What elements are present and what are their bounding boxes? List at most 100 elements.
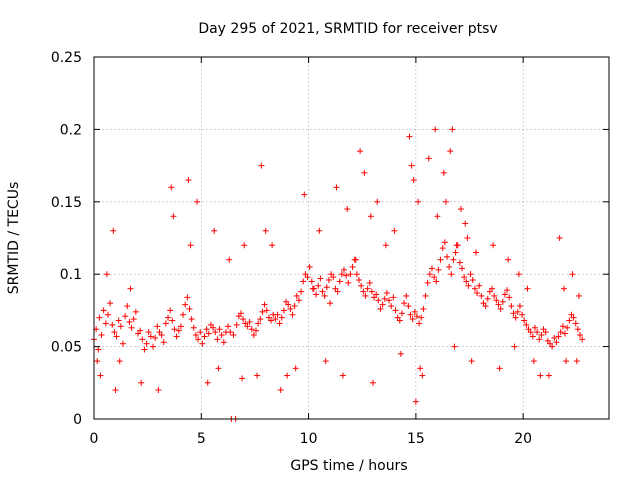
- data-point: [450, 256, 457, 263]
- data-point: [168, 184, 175, 191]
- data-point: [126, 318, 133, 325]
- data-point: [519, 311, 526, 318]
- data-point: [317, 275, 324, 282]
- y-axis-label: SRMTID / TECUs: [6, 182, 22, 295]
- data-point: [401, 300, 408, 307]
- data-point: [272, 316, 279, 323]
- data-point: [390, 294, 397, 301]
- data-point: [211, 227, 218, 234]
- data-point: [218, 332, 225, 339]
- data-point: [529, 333, 536, 340]
- data-point: [173, 333, 180, 340]
- data-point: [180, 311, 187, 318]
- data-point: [122, 313, 129, 320]
- data-point: [214, 336, 221, 343]
- data-point: [467, 271, 474, 278]
- x-tick-label: 0: [90, 431, 99, 447]
- x-tick-label: 20: [514, 431, 532, 447]
- data-point: [199, 340, 206, 347]
- data-point: [313, 291, 320, 298]
- data-point: [111, 329, 118, 336]
- data-point: [102, 320, 109, 327]
- data-point: [147, 333, 154, 340]
- data-point: [377, 305, 384, 312]
- data-point: [493, 297, 500, 304]
- data-point: [139, 336, 146, 343]
- y-tick-label: 0.25: [51, 50, 82, 66]
- data-point: [505, 256, 512, 263]
- data-point: [566, 317, 573, 324]
- data-point: [416, 320, 423, 327]
- data-point: [343, 272, 350, 279]
- y-tick-label: 0.05: [51, 340, 82, 356]
- data-point: [204, 379, 211, 386]
- data-point: [555, 333, 562, 340]
- data-point: [285, 301, 292, 308]
- data-point: [468, 358, 475, 365]
- data-point: [527, 329, 534, 336]
- data-point: [442, 198, 449, 205]
- data-point: [226, 256, 233, 263]
- data-point: [287, 305, 294, 312]
- data-point: [130, 316, 137, 323]
- data-point: [523, 321, 530, 328]
- data-point: [501, 291, 508, 298]
- data-point: [259, 308, 266, 315]
- data-point: [255, 320, 262, 327]
- data-point: [469, 276, 476, 283]
- data-point: [490, 242, 497, 249]
- data-point: [116, 358, 123, 365]
- data-point: [194, 198, 200, 205]
- data-point: [357, 148, 364, 155]
- data-point: [368, 288, 375, 295]
- data-point: [185, 177, 192, 184]
- data-point: [291, 303, 298, 310]
- data-point: [340, 266, 347, 273]
- data-point: [215, 365, 222, 372]
- data-point: [319, 288, 326, 295]
- data-point: [424, 279, 431, 286]
- y-tick-label: 0.1: [60, 267, 82, 283]
- data-point: [563, 358, 570, 365]
- data-point: [100, 307, 107, 314]
- data-point: [408, 162, 415, 169]
- data-point: [531, 324, 538, 331]
- data-point: [447, 148, 454, 155]
- data-point: [268, 317, 275, 324]
- data-point: [510, 310, 517, 317]
- data-point: [534, 329, 541, 336]
- data-point: [530, 358, 537, 365]
- data-point: [428, 265, 435, 272]
- data-point: [330, 274, 337, 281]
- data-point: [353, 271, 360, 278]
- data-point: [192, 332, 199, 339]
- data-point: [417, 365, 424, 372]
- data-point: [549, 343, 556, 350]
- data-point: [277, 387, 284, 394]
- data-point: [257, 316, 264, 323]
- data-point: [556, 235, 563, 241]
- data-point: [471, 285, 478, 292]
- data-point: [280, 307, 287, 314]
- data-point: [403, 292, 410, 299]
- data-point: [569, 271, 576, 278]
- data-point: [333, 184, 340, 191]
- data-point: [261, 301, 268, 308]
- data-point: [418, 314, 425, 321]
- data-point: [572, 320, 579, 327]
- data-point: [440, 169, 447, 176]
- x-axis-label: GPS time / hours: [290, 458, 407, 474]
- data-point: [512, 314, 519, 321]
- data-point: [422, 292, 429, 299]
- data-point: [495, 301, 502, 308]
- data-point: [448, 271, 455, 278]
- data-point: [441, 239, 448, 246]
- x-tick-label: 10: [300, 431, 318, 447]
- data-point: [412, 398, 419, 405]
- data-point: [344, 206, 351, 213]
- data-point: [504, 287, 511, 294]
- data-point: [150, 343, 157, 350]
- data-point: [115, 317, 122, 324]
- data-point: [316, 227, 323, 234]
